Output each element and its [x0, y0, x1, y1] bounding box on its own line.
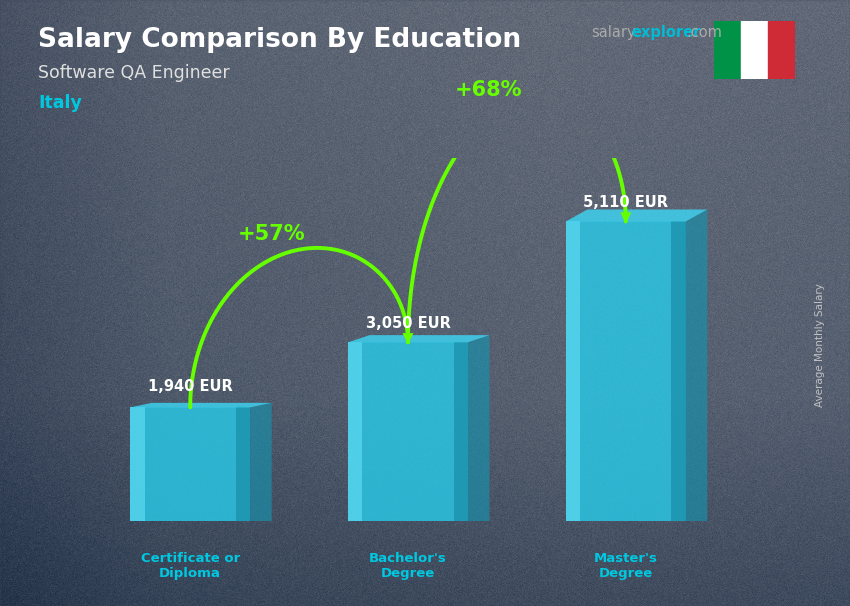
Polygon shape: [130, 407, 145, 521]
Text: Salary Comparison By Education: Salary Comparison By Education: [38, 27, 521, 53]
Text: 5,110 EUR: 5,110 EUR: [583, 195, 668, 210]
Text: explorer: explorer: [632, 25, 701, 41]
Polygon shape: [130, 403, 272, 407]
Polygon shape: [235, 407, 250, 521]
Polygon shape: [468, 335, 490, 521]
Polygon shape: [250, 403, 272, 521]
Text: +57%: +57%: [237, 224, 305, 244]
Bar: [714, 21, 741, 79]
Text: Master's
Degree: Master's Degree: [594, 552, 658, 580]
Text: Software QA Engineer: Software QA Engineer: [38, 64, 230, 82]
Text: Bachelor's
Degree: Bachelor's Degree: [369, 552, 447, 580]
Bar: [768, 21, 795, 79]
Polygon shape: [566, 210, 707, 221]
Polygon shape: [566, 221, 581, 521]
Polygon shape: [348, 335, 490, 342]
Text: 1,940 EUR: 1,940 EUR: [148, 379, 233, 395]
Text: Certificate or
Diploma: Certificate or Diploma: [140, 552, 240, 580]
FancyBboxPatch shape: [348, 342, 468, 521]
Polygon shape: [686, 210, 707, 521]
Text: +68%: +68%: [456, 80, 523, 100]
Bar: [741, 21, 768, 79]
Polygon shape: [454, 342, 468, 521]
Text: Italy: Italy: [38, 94, 82, 112]
Text: 3,050 EUR: 3,050 EUR: [366, 316, 450, 330]
Text: Average Monthly Salary: Average Monthly Salary: [815, 284, 825, 407]
Polygon shape: [348, 342, 362, 521]
Text: salary: salary: [591, 25, 635, 41]
Polygon shape: [672, 221, 686, 521]
FancyBboxPatch shape: [130, 407, 250, 521]
Text: .com: .com: [687, 25, 722, 41]
FancyBboxPatch shape: [566, 221, 686, 521]
